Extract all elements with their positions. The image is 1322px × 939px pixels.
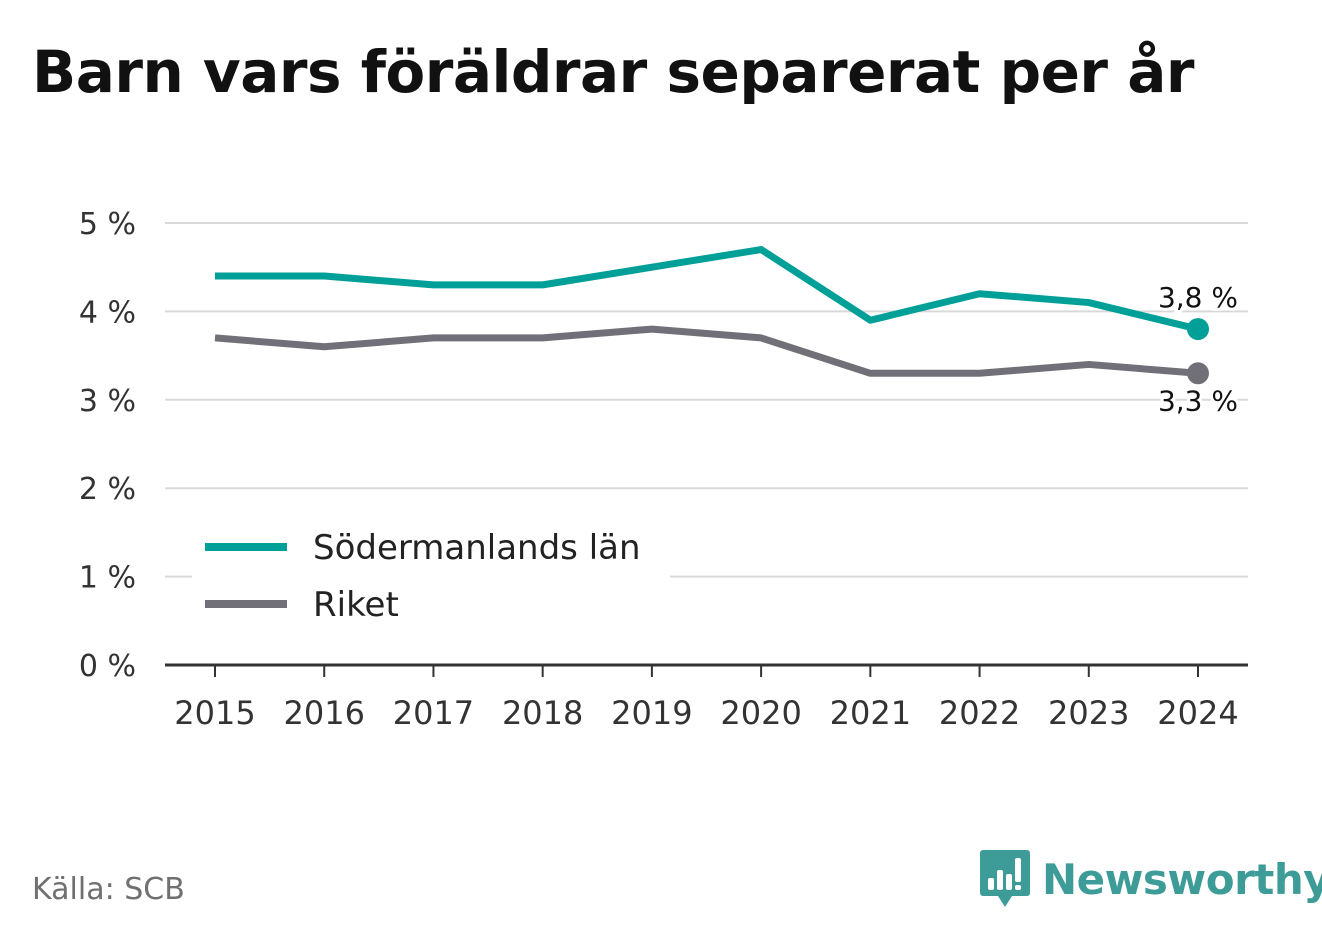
y-tick-label: 3 % xyxy=(79,384,136,419)
x-tick-label: 2015 xyxy=(174,694,255,732)
x-tick-label: 2018 xyxy=(502,694,583,732)
legend-label: Södermanlands län xyxy=(313,528,641,568)
y-axis-ticks: 0 % 1 % 2 % 3 % 4 % 5 % xyxy=(79,207,136,684)
x-axis: 2015 2016 2017 2018 2019 2020 2021 2022 2023 2024 xyxy=(165,663,1248,732)
y-tick-label: 1 % xyxy=(79,561,136,596)
end-marker xyxy=(1187,318,1209,341)
y-tick-label: 4 % xyxy=(79,295,136,330)
y-tick-label: 2 % xyxy=(79,472,136,507)
newsworthy-logo-icon xyxy=(980,850,1030,907)
legend-background xyxy=(192,520,670,638)
end-value-label: 3,8 % xyxy=(1158,281,1238,314)
x-tick-label: 2016 xyxy=(284,694,365,732)
x-tick-label: 2024 xyxy=(1157,694,1238,732)
brand-logo: Newsworthy xyxy=(980,850,1322,908)
x-tick-label: 2021 xyxy=(830,694,911,732)
x-tick-label: 2023 xyxy=(1048,694,1129,732)
series-line xyxy=(215,246,1199,333)
x-tick-label: 2022 xyxy=(939,694,1020,732)
x-tick-label: 2020 xyxy=(720,694,801,732)
y-tick-label: 0 % xyxy=(79,649,136,684)
end-value-label: 3,3 % xyxy=(1158,384,1238,417)
y-tick-label: 5 % xyxy=(79,207,136,242)
source-note: Källa: SCB xyxy=(32,872,185,907)
series-line xyxy=(214,325,1199,377)
brand-name: Newsworthy xyxy=(1042,854,1322,904)
series-lines xyxy=(214,246,1199,377)
legend-label: Riket xyxy=(313,585,399,625)
chart-title: Barn vars föräldrar separerat per år xyxy=(32,38,1194,106)
x-tick-label: 2019 xyxy=(611,694,692,732)
end-labels: 3,8 % 3,3 % xyxy=(1155,278,1241,420)
legend: Södermanlands län Riket xyxy=(192,520,670,638)
end-marker xyxy=(1187,362,1209,385)
x-tick-label: 2017 xyxy=(393,694,474,732)
